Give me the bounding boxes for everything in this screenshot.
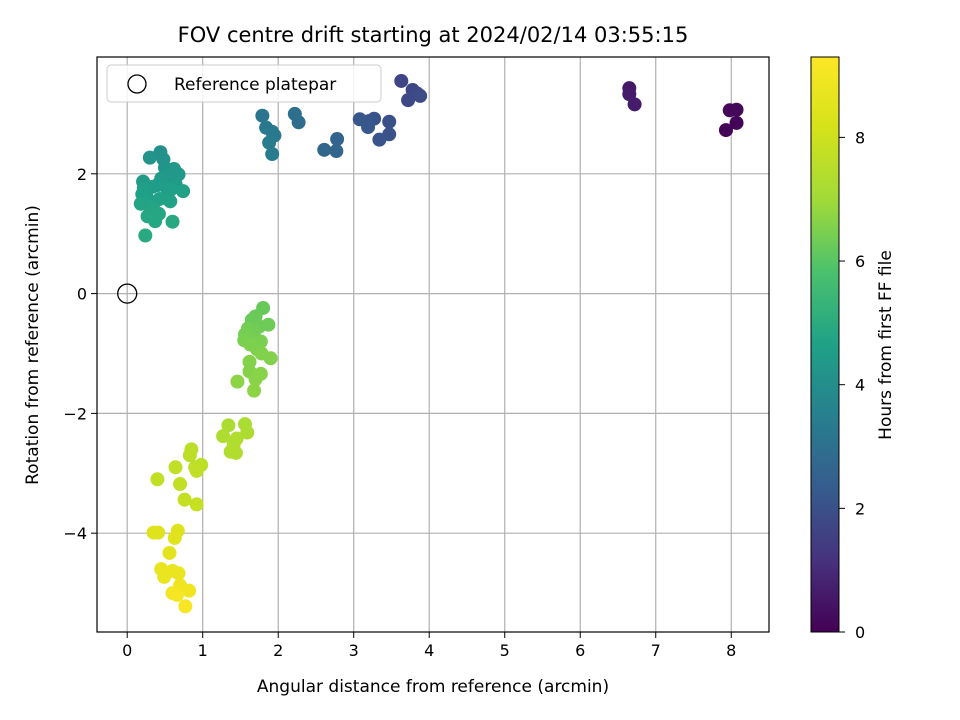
chart-title: FOV centre drift starting at 2024/02/14 … — [178, 23, 689, 47]
scatter-point — [263, 351, 278, 366]
scatter-points — [133, 73, 744, 614]
colorbar-ticks: 0 2 4 6 8 — [839, 128, 865, 642]
legend-box — [106, 64, 382, 103]
scatter-point — [413, 88, 428, 103]
x-tick-label: 7 — [651, 641, 661, 660]
scatter-point — [168, 460, 183, 475]
colorbar-tick-label: 6 — [855, 252, 865, 271]
scatter-point — [171, 566, 186, 581]
scatter-point — [401, 93, 416, 108]
x-axis-ticks: 0 1 2 3 4 5 6 7 8 — [122, 632, 736, 660]
scatter-point — [163, 194, 178, 209]
scatter-point — [182, 448, 197, 463]
colorbar-tick-label: 0 — [855, 623, 865, 642]
scatter-point — [176, 184, 191, 199]
scatter-point — [287, 106, 302, 121]
scatter-point — [151, 525, 166, 540]
scatter-point — [242, 354, 257, 369]
x-tick-label: 1 — [198, 641, 208, 660]
scatter-point — [221, 418, 236, 433]
scatter-point — [382, 114, 397, 129]
y-tick-label: −2 — [63, 404, 87, 423]
x-tick-label: 8 — [726, 641, 736, 660]
scatter-point — [372, 132, 387, 147]
scatter-point — [329, 144, 344, 159]
x-tick-label: 6 — [575, 641, 585, 660]
scatter-point — [152, 191, 167, 206]
scatter-point — [189, 497, 204, 512]
scatter-point — [165, 214, 180, 229]
colorbar-tick-label: 4 — [855, 376, 865, 395]
scatter-point — [248, 372, 263, 387]
reference-platepar-marker — [117, 283, 138, 304]
x-axis-label: Angular distance from reference (arcmin) — [257, 677, 609, 697]
scatter-point — [729, 115, 744, 130]
scatter-point — [173, 477, 188, 492]
scatter-point — [148, 214, 163, 229]
y-tick-label: 0 — [77, 285, 87, 304]
x-tick-label: 5 — [500, 641, 510, 660]
scatter-point — [157, 569, 172, 584]
scatter-point — [216, 429, 231, 444]
legend-entry-reference: Reference platepar — [174, 75, 336, 95]
legend-marker — [127, 74, 147, 94]
scatter-point — [330, 132, 345, 147]
scatter-point — [247, 383, 262, 398]
scatter-point — [627, 97, 642, 112]
scatter-point — [317, 142, 332, 157]
scatter-point — [352, 112, 367, 127]
scatter-point — [163, 182, 178, 197]
scatter-point — [142, 150, 157, 165]
y-tick-label: 2 — [77, 165, 87, 184]
scatter-point — [265, 147, 280, 162]
scatter-point — [162, 545, 177, 560]
scatter-point — [228, 445, 243, 460]
scatter-point — [150, 472, 165, 487]
scatter-point — [718, 123, 733, 138]
x-tick-label: 4 — [424, 641, 434, 660]
y-axis-ticks: −4 −2 0 2 — [63, 165, 97, 543]
scatter-point — [255, 108, 270, 123]
scatter-point — [394, 73, 409, 88]
x-tick-label: 2 — [273, 641, 283, 660]
scatter-point — [240, 425, 255, 440]
colorbar — [810, 56, 840, 633]
colorbar-tick-label: 2 — [855, 499, 865, 518]
scatter-point — [170, 587, 185, 602]
scatter-point — [262, 135, 277, 150]
scatter-point — [138, 228, 153, 243]
x-tick-label: 3 — [349, 641, 359, 660]
scatter-point — [167, 530, 182, 545]
scatter-point — [182, 583, 197, 598]
colorbar-label: Hours from first FF file — [876, 250, 896, 440]
grid — [97, 57, 769, 632]
scatter-point — [729, 102, 744, 117]
scatter-point — [230, 374, 245, 389]
scatter-point — [178, 599, 193, 614]
scatter-point — [189, 463, 204, 478]
y-tick-label: −4 — [63, 524, 87, 543]
scatter-point — [177, 492, 192, 507]
y-axis-label: Rotation from reference (arcmin) — [23, 205, 43, 485]
plot-frame — [96, 56, 770, 633]
colorbar-tick-label: 8 — [855, 128, 865, 147]
reference-point — [117, 283, 138, 304]
x-tick-label: 0 — [122, 641, 132, 660]
legend: Reference platepar — [106, 64, 382, 103]
